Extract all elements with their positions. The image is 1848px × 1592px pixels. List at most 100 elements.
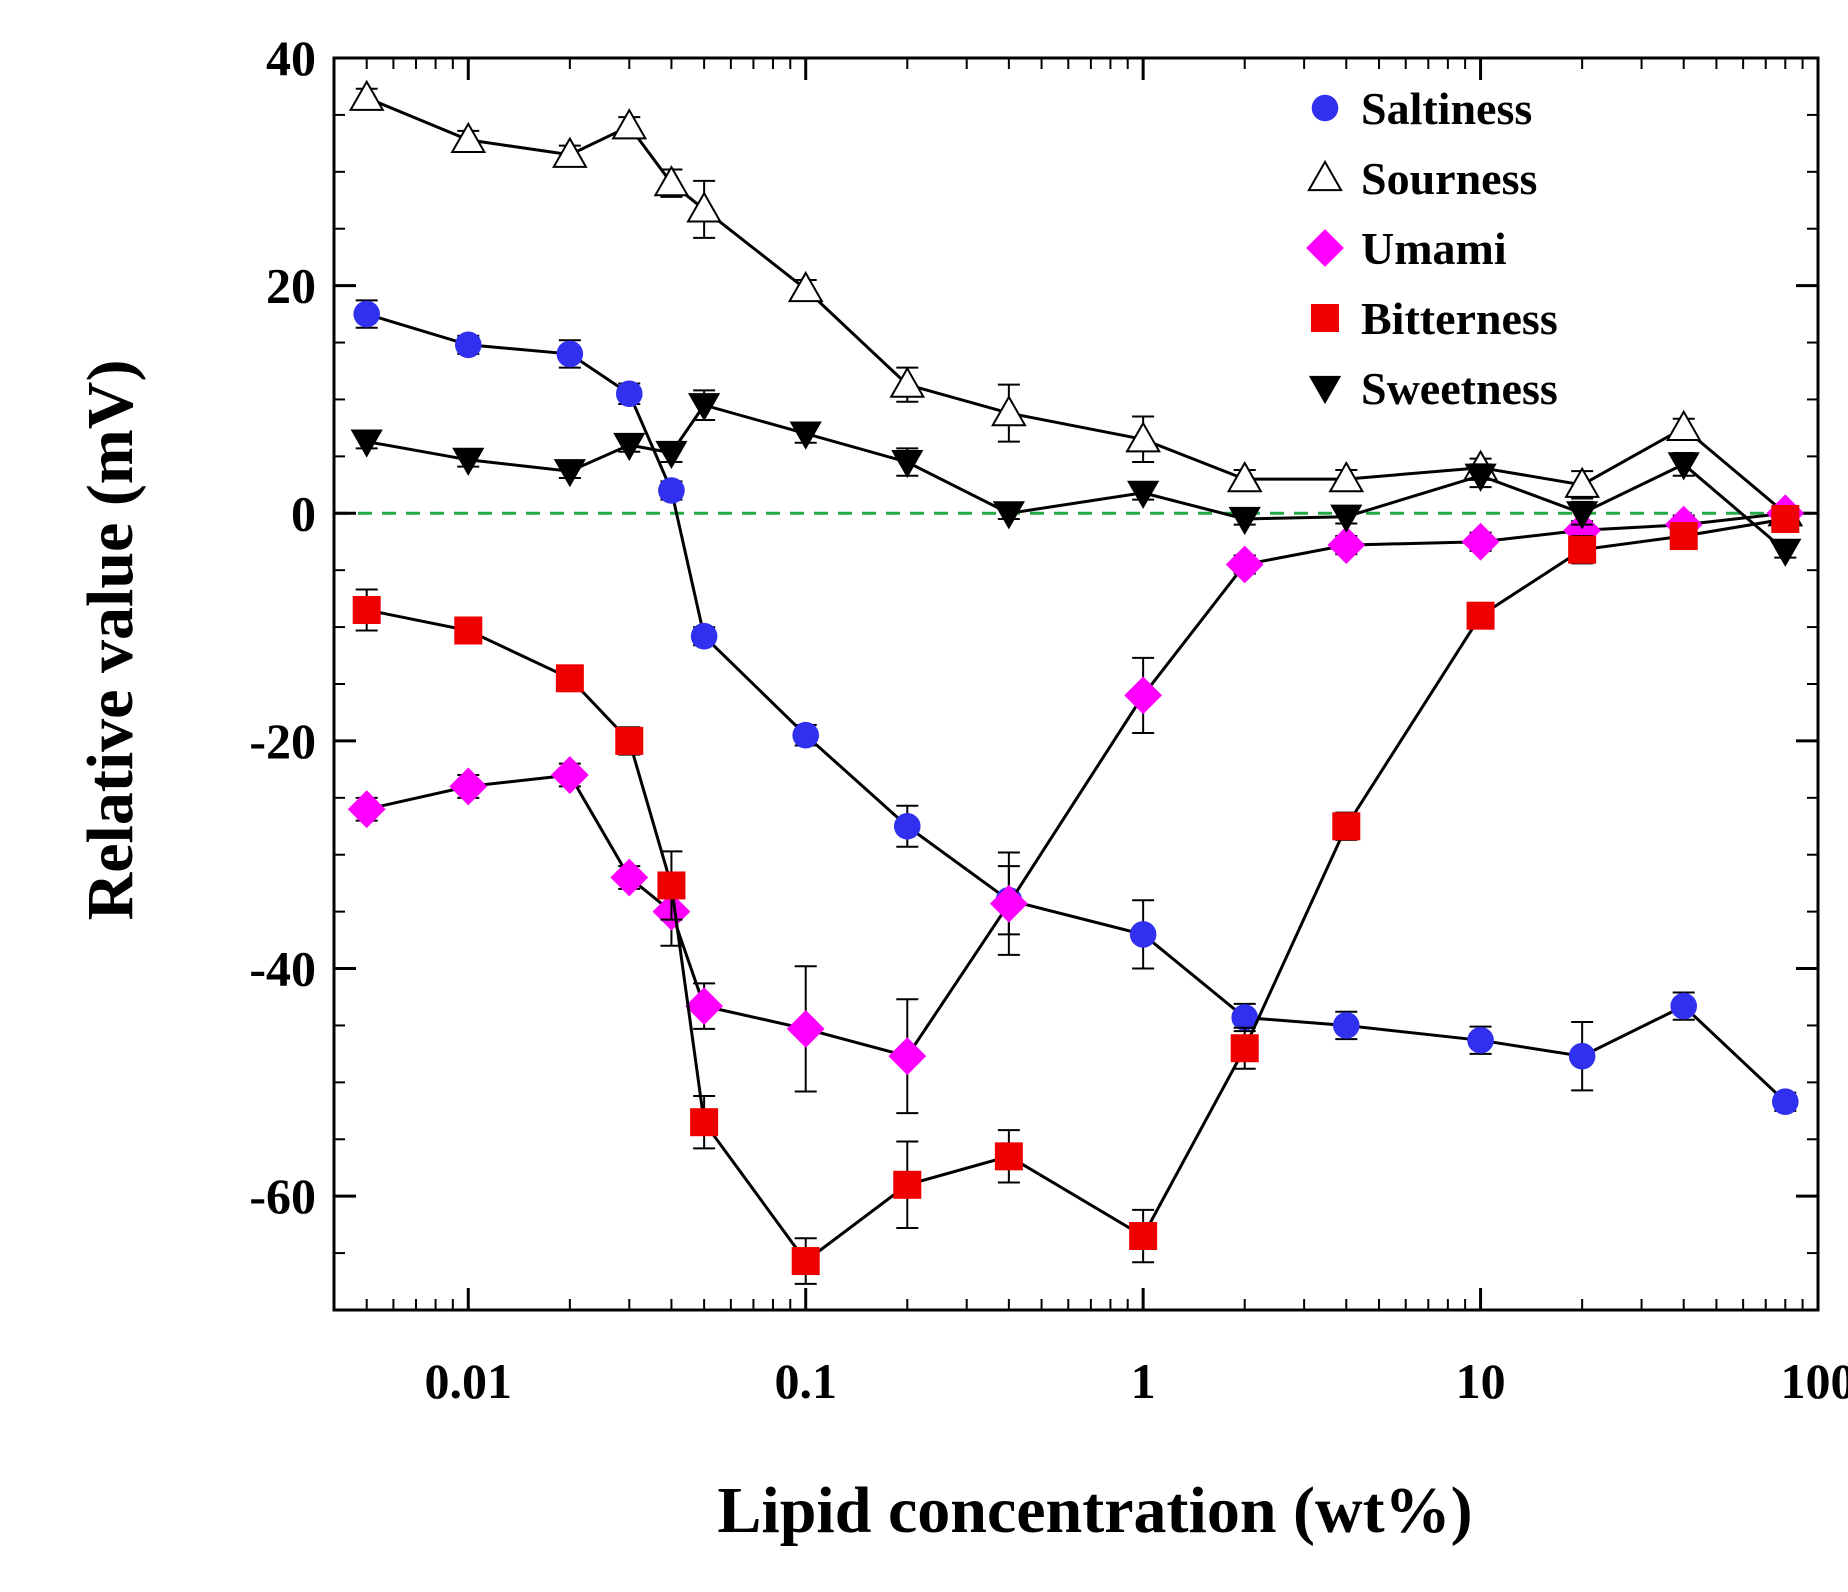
- sweetness-point: [1769, 538, 1802, 567]
- sourness-point: [1226, 461, 1263, 493]
- bitterness-point: [657, 871, 686, 900]
- bitterness-point: [690, 1108, 719, 1137]
- legend-marker-sourness: [1307, 159, 1343, 192]
- sourness-point: [348, 79, 385, 111]
- sweetness-point: [891, 449, 924, 479]
- sweetness-point: [350, 429, 383, 458]
- y-tick-label: 40: [266, 30, 316, 86]
- sweetness-point: [452, 447, 485, 476]
- umami-point: [1327, 526, 1366, 565]
- bitterness-point: [454, 616, 483, 645]
- y-tick-label: 0: [291, 485, 316, 541]
- sweetness-point: [992, 501, 1025, 530]
- legend-label-sourness: Sourness: [1361, 153, 1537, 204]
- umami-point: [550, 756, 589, 794]
- x-tick-label: 10: [1456, 1353, 1506, 1409]
- bitterness-point: [352, 596, 381, 625]
- sourness-point: [611, 108, 648, 140]
- saltiness-point: [615, 380, 643, 408]
- umami-point: [888, 1037, 927, 1076]
- series-saltiness: [353, 299, 1799, 1116]
- x-tick-label: 100: [1781, 1353, 1848, 1409]
- y-tick-label: -20: [249, 713, 316, 769]
- umami-point: [786, 1009, 825, 1048]
- saltiness-point: [690, 622, 718, 650]
- sourness-line: [366, 96, 1787, 515]
- series-bitterness: [352, 504, 1800, 1285]
- x-axis-title: Lipid concentration (wt%): [717, 1474, 1472, 1547]
- saltiness-point: [792, 721, 820, 749]
- bitterness-point: [1466, 601, 1495, 630]
- umami-point: [989, 884, 1028, 923]
- bitterness-point: [1230, 1034, 1259, 1063]
- sourness-point: [1665, 409, 1702, 441]
- sweetness-point: [655, 440, 688, 470]
- saltiness-point: [893, 812, 921, 840]
- sweetness-point: [1127, 480, 1160, 509]
- sourness-point: [1125, 421, 1161, 453]
- saltiness-point: [658, 477, 685, 504]
- axes-layer: 40 20 0 -20 -40 -60 0.01 0.1 1 10 100: [249, 30, 1848, 1409]
- bitterness-point: [791, 1247, 820, 1276]
- umami-line: [366, 511, 1786, 1058]
- legend-label-bitterness: Bitterness: [1361, 293, 1558, 344]
- sweetness-point: [789, 421, 822, 450]
- sweetness-point: [1228, 506, 1261, 536]
- bitterness-point: [615, 726, 644, 755]
- y-tick-label: -60: [249, 1168, 316, 1224]
- sourness-point: [991, 394, 1027, 427]
- sweetness-point: [1464, 463, 1497, 492]
- saltiness-point: [1771, 1088, 1799, 1116]
- saltiness-line: [366, 312, 1787, 1103]
- bitterness-point: [1771, 504, 1800, 533]
- sweetness-point: [688, 393, 721, 422]
- legend: Saltiness Sourness Umami Bitterness Sweetnes…: [1306, 83, 1558, 414]
- sweetness-line: [366, 403, 1787, 552]
- legend-label-sweetness: Sweetness: [1361, 363, 1558, 414]
- bitterness-point: [1669, 522, 1698, 551]
- bitterness-point: [994, 1142, 1023, 1171]
- sourness-point: [552, 136, 588, 168]
- saltiness-point: [1129, 921, 1157, 948]
- legend-marker-bitterness: [1311, 304, 1339, 332]
- umami-point: [347, 790, 386, 829]
- sweetness-point: [1667, 452, 1700, 481]
- series-sweetness: [350, 389, 1802, 567]
- legend-label-umami: Umami: [1361, 223, 1507, 274]
- sourness-point: [686, 191, 722, 223]
- saltiness-point: [353, 300, 381, 328]
- bitterness-point: [1568, 535, 1597, 564]
- y-axis-title: Relative value (mV): [74, 360, 147, 921]
- bitterness-point: [555, 664, 584, 693]
- sourness-point: [450, 121, 487, 154]
- umami-point: [449, 767, 488, 806]
- bitterness-point: [893, 1170, 922, 1199]
- sweetness-point: [613, 432, 646, 462]
- umami-point: [1461, 522, 1500, 561]
- saltiness-point: [1467, 1026, 1494, 1054]
- sourness-point: [1564, 466, 1600, 498]
- y-tick-label: -40: [249, 941, 316, 997]
- legend-marker-umami: [1306, 229, 1344, 267]
- series-umami: [347, 494, 1805, 1115]
- series-sourness: [348, 79, 1804, 527]
- umami-point: [610, 858, 649, 897]
- umami-point: [685, 987, 724, 1026]
- saltiness-point: [556, 340, 584, 368]
- saltiness-point: [1231, 1004, 1259, 1031]
- saltiness-point: [454, 331, 482, 359]
- sourness-point: [1328, 461, 1365, 493]
- bitterness-point: [1332, 812, 1361, 841]
- saltiness-point: [1332, 1012, 1360, 1039]
- sourness-point: [653, 165, 690, 197]
- bitterness-line: [366, 517, 1786, 1264]
- bitterness-point: [1129, 1222, 1158, 1251]
- legend-marker-saltiness: [1311, 94, 1339, 122]
- sourness-point: [787, 270, 824, 303]
- umami-point: [1225, 545, 1264, 584]
- x-tick-label: 1: [1131, 1353, 1156, 1409]
- sweetness-point: [1330, 504, 1363, 533]
- umami-point: [1124, 676, 1163, 715]
- x-tick-label: 0.01: [425, 1353, 513, 1409]
